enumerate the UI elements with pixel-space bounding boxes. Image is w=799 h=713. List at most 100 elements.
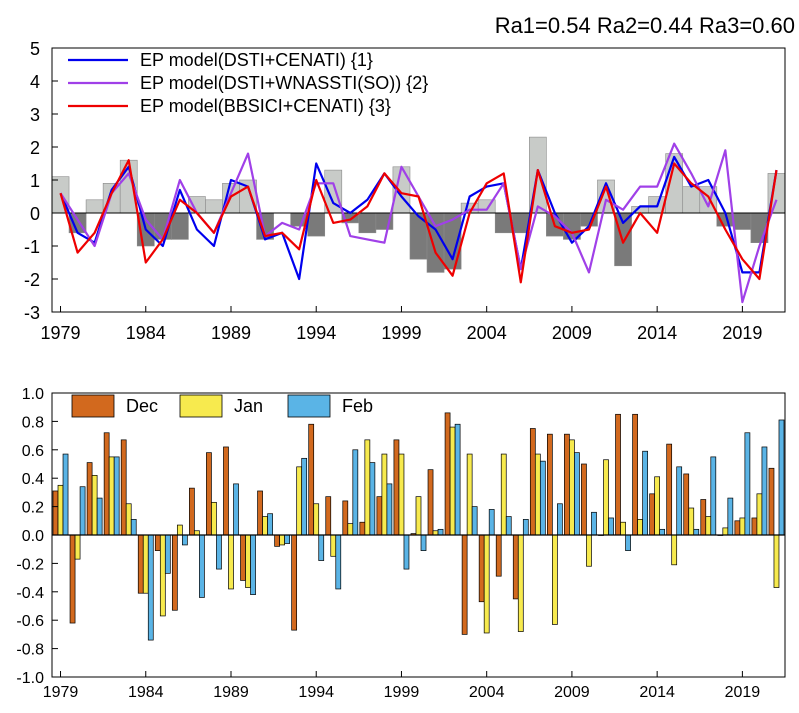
bar-dec — [461, 534, 468, 635]
bar-dec — [223, 446, 229, 536]
bar-feb — [574, 452, 580, 536]
bar-dec — [240, 534, 246, 581]
bar-jan — [654, 476, 661, 536]
y-tick-label: 1 — [30, 171, 40, 191]
bar-jan — [228, 534, 234, 590]
legend-label-1: EP model(DSTI+CENATI) {1} — [140, 50, 373, 70]
bar-feb — [744, 432, 751, 536]
x-tick-label: 1984 — [128, 684, 164, 701]
bar-feb — [182, 534, 188, 546]
bar-dec — [308, 423, 315, 536]
y-tick-label: 0.8 — [22, 414, 44, 431]
x-tick-label: 1989 — [213, 684, 249, 701]
bar-feb — [557, 503, 563, 536]
bar-jan — [756, 493, 763, 536]
x-tick-label: 2014 — [639, 684, 675, 701]
bar-dec — [546, 433, 553, 536]
bar-feb — [335, 534, 342, 590]
legend-label-dec: Dec — [126, 396, 158, 416]
bar-feb — [233, 483, 239, 536]
bar-jan — [279, 534, 285, 546]
bar-dec — [683, 473, 690, 536]
bar-jan — [398, 453, 405, 536]
bar-jan — [483, 534, 490, 634]
y-tick-label: 0.6 — [22, 443, 44, 460]
bar-dec — [666, 443, 673, 536]
bar-dec — [342, 500, 349, 536]
observed-bar — [205, 199, 223, 214]
bar-jan — [176, 524, 183, 536]
bar-dec — [632, 413, 638, 536]
bar-dec — [103, 432, 110, 536]
bar-jan — [688, 507, 695, 536]
bar-jan — [637, 519, 643, 536]
bar-feb — [267, 513, 273, 536]
x-tick-label: 2019 — [725, 684, 761, 701]
bar-dec — [734, 520, 741, 536]
legend-swatch-feb — [287, 394, 331, 418]
bottom-chart: -1.0 -0.8 -0.6 -0.4 -0.2 0.0 0.2 0.4 0.6 0.8 1.0 19… — [16, 386, 786, 701]
bar-jan — [432, 530, 439, 536]
x-tick-label: 2014 — [637, 323, 677, 343]
bar-dec — [495, 534, 502, 577]
correlation-header: Ra1=0.54 Ra2=0.44 Ra3=0.60 — [495, 13, 795, 38]
bar-jan — [108, 456, 115, 536]
bar-feb — [505, 516, 512, 536]
bar-feb — [420, 534, 427, 551]
bar-jan — [74, 534, 81, 560]
y-tick-label: 5 — [30, 39, 40, 59]
observed-bar — [426, 212, 445, 273]
bar-feb — [608, 517, 614, 536]
bar-jan — [722, 527, 729, 536]
x-tick-label: 2004 — [467, 323, 507, 343]
observed-bar — [307, 212, 326, 237]
bar-dec — [700, 499, 707, 536]
y-tick-label: -2 — [24, 270, 40, 290]
bar-feb — [284, 534, 290, 544]
y-tick-label: -1.0 — [16, 670, 44, 687]
bar-feb — [113, 456, 120, 536]
bar-jan — [517, 534, 524, 632]
y-tick-label: 3 — [30, 105, 40, 125]
bar-feb — [454, 423, 461, 536]
bar-dec — [206, 452, 212, 536]
bar-dec — [52, 490, 59, 536]
bar-feb — [642, 450, 648, 536]
bar-dec — [581, 463, 587, 536]
bar-feb — [301, 457, 308, 536]
top-chart: -3 -2 -1 0 1 2 3 4 5 1979 1984 1989 1994 1999 2004 2009… — [24, 39, 786, 343]
bar-feb — [318, 534, 325, 561]
bar-dec — [359, 521, 366, 536]
legend-label-3: EP model(BBSICI+CENATI) {3} — [140, 96, 391, 116]
y-tick-label: -1 — [24, 237, 40, 257]
bar-feb — [79, 486, 86, 536]
bar-jan — [91, 475, 98, 536]
bar-feb — [693, 528, 700, 536]
bar-feb — [147, 534, 154, 641]
observed-bar — [171, 212, 189, 240]
y-tick-label: -0.2 — [16, 556, 44, 573]
bar-jan — [364, 439, 371, 536]
bar-jan — [534, 453, 541, 536]
y-tick-label: -0.4 — [16, 585, 44, 602]
y-tick-label: -0.8 — [16, 642, 44, 659]
bar-jan — [211, 501, 217, 536]
bar-feb — [199, 534, 205, 598]
bar-dec — [393, 439, 400, 536]
bar-feb — [96, 497, 103, 536]
bar-dec — [274, 534, 280, 547]
y-tick-label: 1.0 — [22, 386, 44, 403]
bar-jan — [773, 534, 780, 588]
x-tick-label: 1994 — [296, 323, 336, 343]
bar-feb — [659, 528, 666, 536]
bar-dec — [69, 534, 76, 624]
x-tick-label: 1989 — [211, 323, 251, 343]
bar-jan — [142, 534, 149, 594]
series-line-1 — [59, 155, 778, 281]
observed-bar — [733, 212, 752, 230]
bar-dec — [751, 517, 758, 536]
series-line-3 — [59, 159, 778, 284]
bar-jan — [125, 503, 132, 536]
bar-jan — [159, 534, 166, 617]
